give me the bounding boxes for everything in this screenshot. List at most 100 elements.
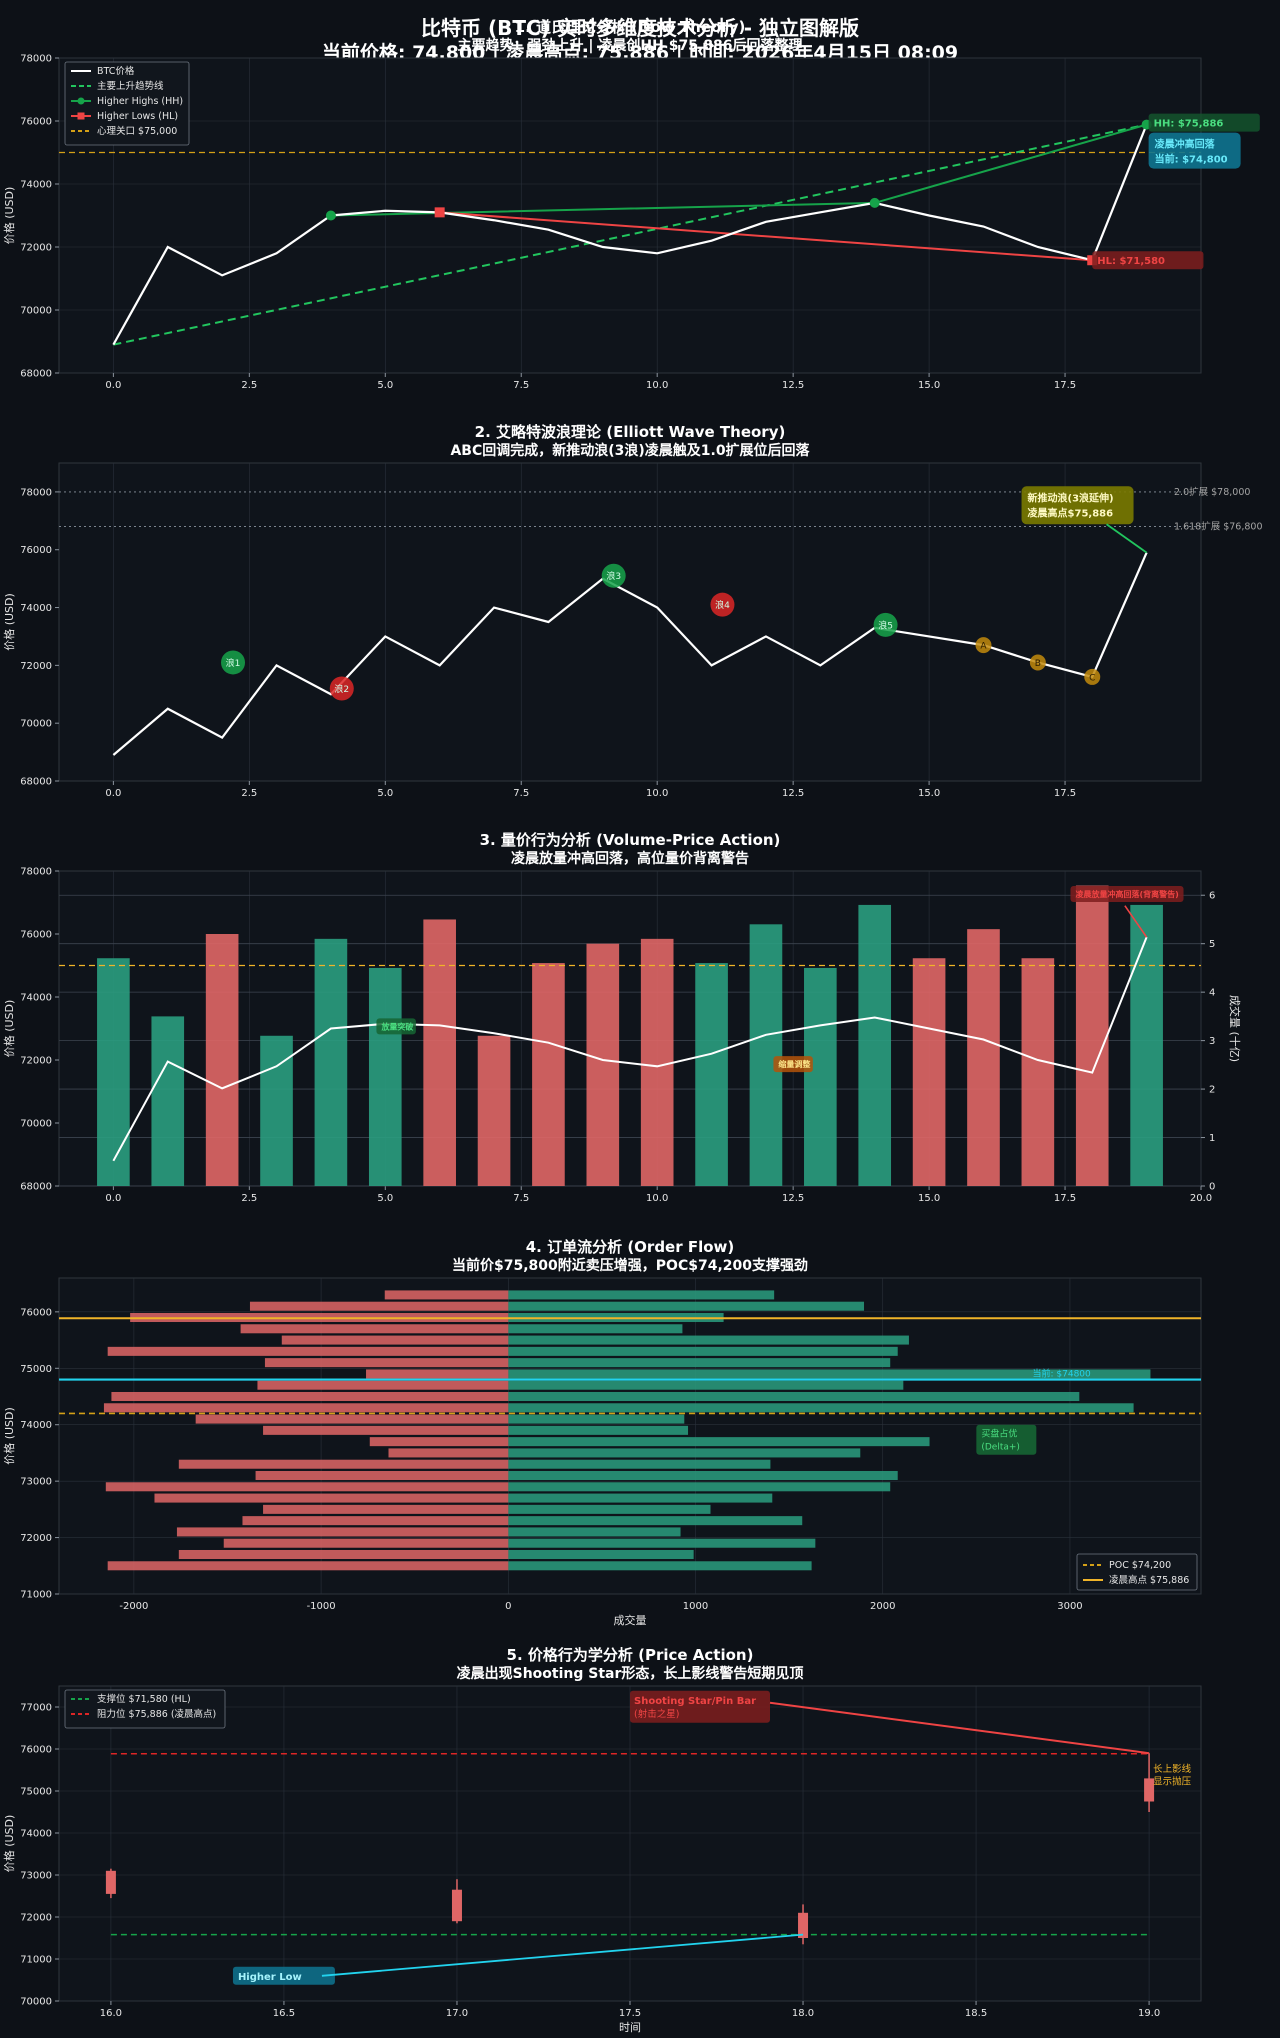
chart-title-1: 1. 道氏理论分析 (Dow Theory) <box>515 18 746 36</box>
y-tick-label: 73000 <box>20 1871 52 1882</box>
x-tick-label: 10.0 <box>646 380 668 391</box>
buy-pressure-line1: 买盘占优 <box>981 1428 1017 1440</box>
x-tick-label: 7.5 <box>513 1193 529 1204</box>
candle-body <box>798 1912 809 1938</box>
y2-tick-label: 5 <box>1209 939 1215 950</box>
sell-bar <box>105 1482 509 1492</box>
hh-point <box>869 197 880 208</box>
wave-marker <box>221 650 246 675</box>
sell-bar <box>366 1369 509 1379</box>
legend-label: BTC价格 <box>97 65 135 77</box>
buy-bar <box>508 1549 694 1560</box>
volume-bar <box>368 967 402 1186</box>
volume-bar <box>858 904 892 1186</box>
wave-label: 浪4 <box>715 599 730 611</box>
y-tick-label: 75000 <box>20 1787 52 1798</box>
hh-annotation-box <box>1148 113 1260 132</box>
sell-bar <box>388 1448 509 1458</box>
x-tick-label: 20.0 <box>1190 1193 1212 1204</box>
buy-pressure-box <box>976 1424 1037 1455</box>
wave-label: C <box>1089 673 1095 683</box>
x-tick-label: 12.5 <box>782 380 804 391</box>
wave-marker <box>710 592 735 617</box>
wave-annotation-line2: 凌晨高点$75,886 <box>1028 506 1114 519</box>
x-axis-label-4: 成交量 <box>614 1613 647 1627</box>
sell-bar <box>281 1335 509 1345</box>
candle-body <box>105 1870 116 1894</box>
pattern-annotation-box <box>630 1690 770 1723</box>
y-tick-label: 73000 <box>20 1477 52 1488</box>
candle-body <box>451 1889 462 1922</box>
legend-box-4 <box>1076 1553 1198 1591</box>
extension-label: 2.0扩展 $78,000 <box>1174 486 1250 498</box>
sell-bar <box>257 1380 509 1390</box>
pattern-annotation-line2: (射击之星) <box>634 1708 679 1720</box>
legend-label: 阻力位 $75,886 (凌晨高点) <box>97 1708 216 1720</box>
buy-bar <box>508 1391 1080 1402</box>
high-annotation: 凌晨放量冲高回落(背离警告) <box>1075 889 1178 899</box>
wave-annotation-line1: 新推动浪(3浪延伸) <box>1028 491 1114 504</box>
y-tick-label: 75000 <box>20 1364 52 1375</box>
x-tick-label: 17.5 <box>1054 380 1076 391</box>
x-tick-label: 17.0 <box>446 2008 468 2019</box>
x-tick-label: 16.0 <box>100 2008 122 2019</box>
buy-bar <box>508 1527 681 1537</box>
buy-bar <box>508 1369 1151 1379</box>
wave-marker <box>1084 668 1101 685</box>
y-tick-label: 72000 <box>20 661 52 672</box>
buy-bar <box>508 1358 891 1368</box>
buy-bar <box>508 1459 771 1469</box>
x-tick-label: 17.5 <box>1054 1193 1076 1204</box>
y-axis-label-4: 价格 (USD) <box>2 1407 16 1465</box>
chart-subtitle-5: 凌晨出现Shooting Star形态，长上影线警告短期见顶 <box>457 1665 804 1682</box>
wick-annotation-line2: 显示抛压 <box>1153 1776 1192 1788</box>
y-axis-label-3: 价格 (USD) <box>2 1000 16 1058</box>
suptitle-main: 比特币 (BTC) 实时多维度技术分析 - 独立图解版 <box>421 16 859 40</box>
x-tick-label: 10.0 <box>646 1193 668 1204</box>
x-tick-label: 18.0 <box>792 2008 814 2019</box>
wave-annotation-box <box>1021 486 1134 525</box>
extension-label: 1.618扩展 $76,800 <box>1174 521 1263 533</box>
y-tick-label: 72000 <box>20 1533 52 1544</box>
chart-subtitle-1: 主要趋势：强劲上升 | 凌晨创HH $75,886后回落整理 <box>458 37 803 54</box>
y-tick-label: 68000 <box>20 1182 52 1193</box>
plot-area-1 <box>58 57 1202 374</box>
trend-line <box>113 123 1147 346</box>
shrink-annotation-box <box>773 1056 813 1073</box>
chart-title-5: 5. 价格行为学分析 (Price Action) <box>507 1646 754 1664</box>
y2-tick-label: 4 <box>1209 988 1215 999</box>
volume-bar <box>640 938 674 1186</box>
higher-low-arrow <box>321 1933 804 1977</box>
wave-marker <box>975 637 992 654</box>
x-tick-label: 16.5 <box>273 2008 295 2019</box>
current-annotation: 当前: $74800 <box>1033 1368 1092 1380</box>
sell-bar <box>384 1290 509 1300</box>
y-tick-label: 74000 <box>20 993 52 1004</box>
y2-tick-label: 2 <box>1209 1085 1215 1096</box>
x-tick-label: 7.5 <box>513 380 529 391</box>
sell-bar <box>178 1459 509 1469</box>
volume-bar <box>151 1016 185 1186</box>
wave-annotation-arrow <box>1106 523 1148 554</box>
buy-bar <box>508 1301 865 1311</box>
wave-label: 浪1 <box>226 657 241 669</box>
legend-marker <box>77 112 85 120</box>
candle-body <box>1144 1778 1155 1802</box>
x-tick-label: 0.0 <box>105 1193 121 1204</box>
legend-box-1 <box>64 61 190 146</box>
pattern-arrow <box>769 1701 1150 1755</box>
wave-label: 浪2 <box>334 683 349 695</box>
y-tick-label: 76000 <box>20 930 52 941</box>
pullback-annotation: 凌晨冲高回落 <box>1155 138 1216 151</box>
volume-bar <box>804 967 837 1186</box>
high-annotation-box <box>1070 886 1184 903</box>
y2-axis-label: 成交量 (十亿) <box>1228 995 1242 1062</box>
volume-bar <box>1075 885 1109 1186</box>
sell-bar <box>264 1358 509 1368</box>
y-axis-label-5: 价格 (USD) <box>2 1815 16 1873</box>
x-tick-label: 19.0 <box>1138 2008 1160 2019</box>
legend-label: 心理关口 $75,000 <box>97 125 177 137</box>
x-tick-label: 2.5 <box>241 788 257 799</box>
y-tick-label: 76000 <box>20 545 52 556</box>
